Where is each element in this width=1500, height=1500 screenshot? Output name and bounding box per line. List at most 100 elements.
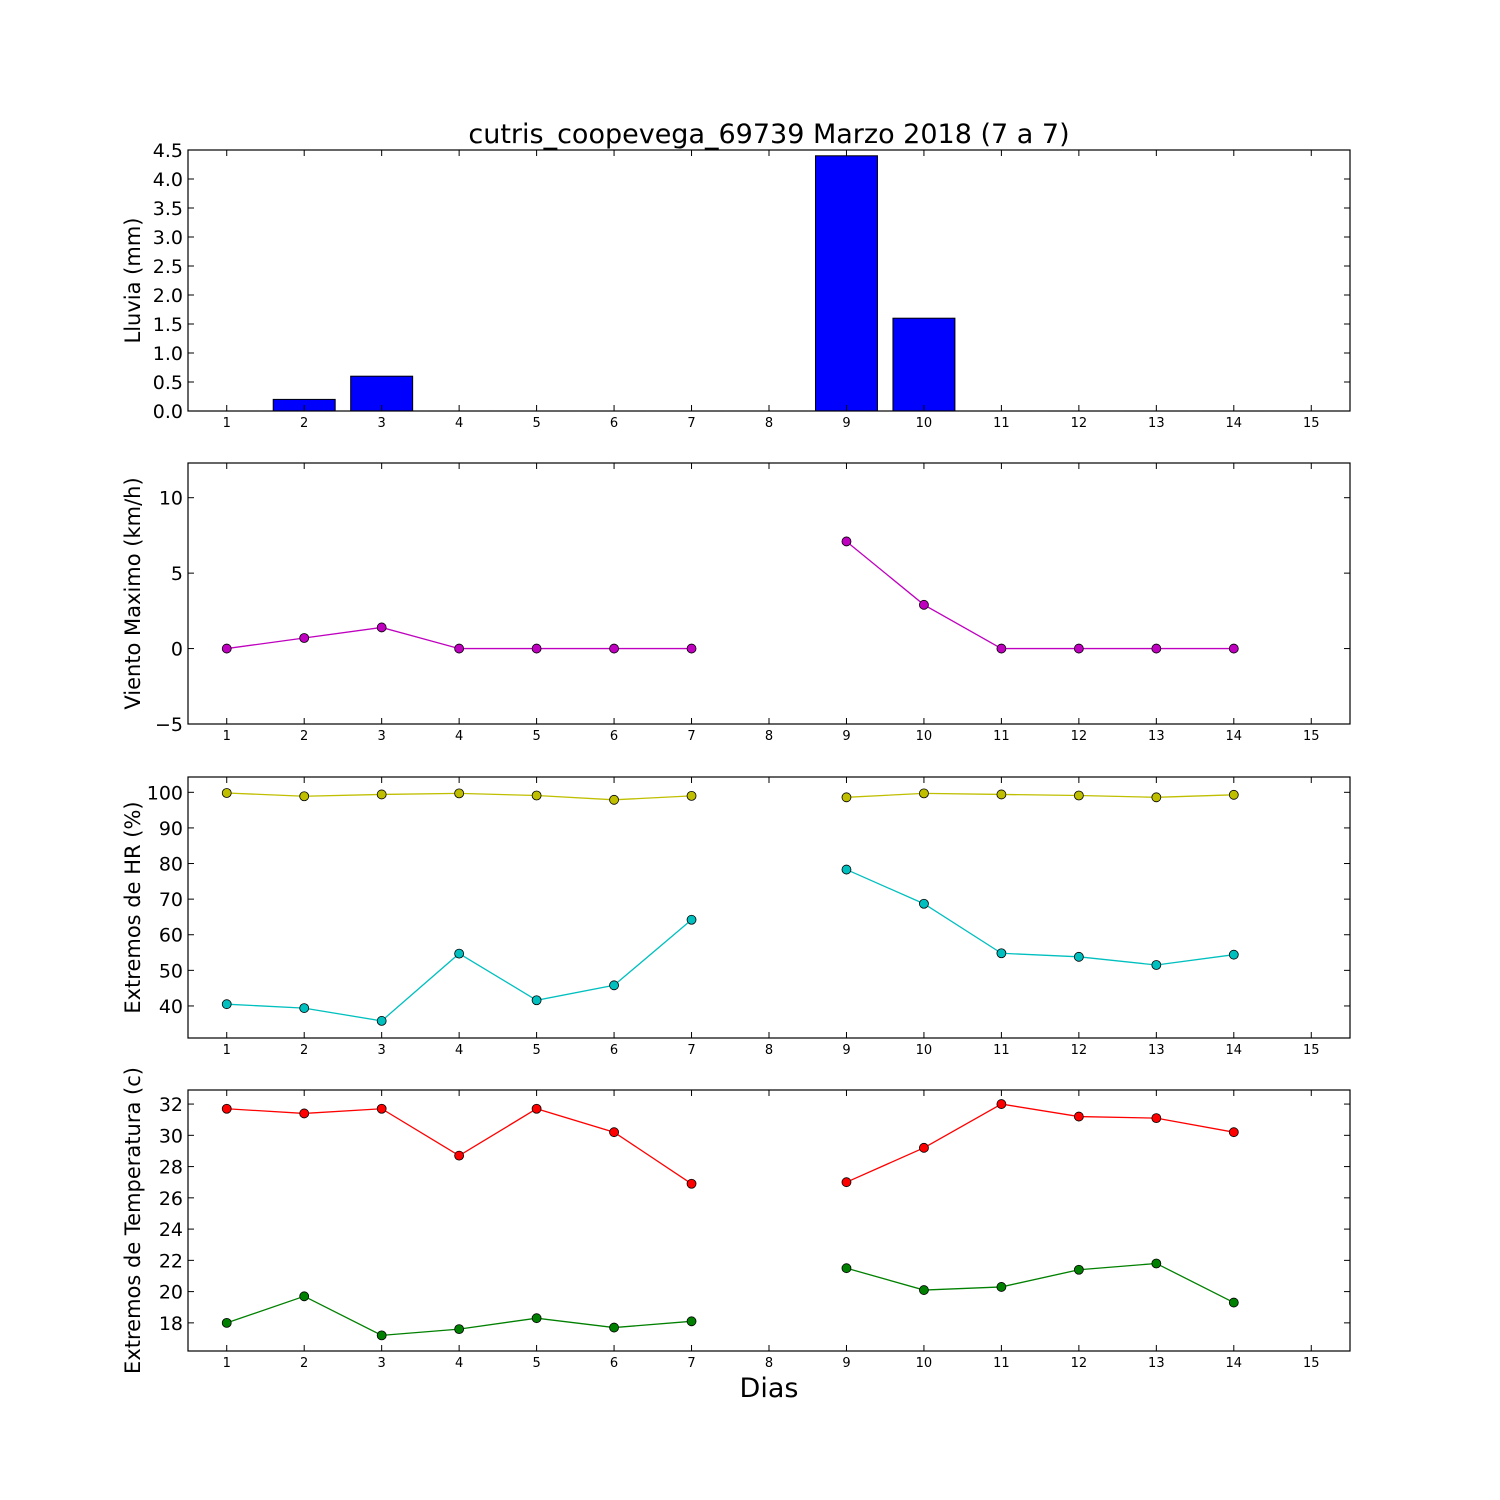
- wind-x-tick-label-4: 4: [455, 729, 463, 744]
- temperature-series-2-point-day-5: [531, 1313, 542, 1324]
- rain-y-tick-label-7: 3.5: [153, 198, 183, 220]
- temperature-y-tick-label-7: 32: [159, 1094, 183, 1116]
- panels: 1 2 3 4 5 6 7 8 9 10 11 12 13 14 150.00.51.01.52.02.53…: [121, 140, 1351, 1374]
- rain-y-tick-label-5: 2.5: [153, 256, 183, 278]
- humidity-series-2-point-day-11: [996, 948, 1007, 959]
- wind-y-tick-label-2: 5: [171, 563, 183, 585]
- panel-temperature: 1 2 3 4 5 6 7 8 9 10 11 12 13 14 151820222426283032Ext…: [121, 1067, 1351, 1374]
- temperature-series-1-point-day-1: [221, 1103, 232, 1114]
- humidity-series-2-point-day-4: [454, 948, 465, 959]
- temperature-series-2-point-day-10: [919, 1285, 929, 1295]
- wind-series-1-point-day-14: [1228, 643, 1239, 654]
- humidity-series-2-point-day-2: [299, 1003, 310, 1013]
- humidity-x-tick-label-1: 1: [223, 1043, 231, 1058]
- humidity-series-1-point-day-1: [221, 788, 232, 798]
- temperature-series-2-point-day-12: [1073, 1264, 1084, 1275]
- wind-series-1-line-2: [846, 540, 1234, 650]
- rain-x-tick-label-3: 3: [378, 416, 386, 431]
- temperature-series-2-point-day-4: [454, 1324, 465, 1335]
- humidity-series-2-point-day-3: [376, 1016, 387, 1026]
- temperature-x-tick-label-10: 10: [916, 1356, 933, 1371]
- wind-series-1-point-day-4: [454, 643, 465, 654]
- wind-x-tick-label-2: 2: [300, 729, 308, 744]
- rain-x-tick-label-15: 15: [1303, 416, 1320, 431]
- rain-y-axis-label: Lluvia (mm): [121, 218, 145, 344]
- wind-y-tick-label-0: −5: [155, 714, 183, 736]
- rain-x-tick-label-5: 5: [532, 416, 540, 431]
- rain-x-tick-label-14: 14: [1226, 416, 1243, 431]
- temperature-series-1-point-day-12: [1073, 1111, 1084, 1122]
- temperature-series-1-point-day-5: [531, 1103, 542, 1114]
- rain-bar-day-9: [814, 155, 878, 412]
- rain-x-tick-label-1: 1: [223, 416, 231, 431]
- temperature-series-2-point-day-1: [221, 1317, 232, 1328]
- humidity-x-tick-label-12: 12: [1071, 1043, 1088, 1058]
- rain-x-tick-label-12: 12: [1071, 416, 1088, 431]
- wind-series-1: [221, 536, 1239, 654]
- humidity-series-1-line-2: [846, 792, 1234, 798]
- temperature-x-tick-label-6: 6: [610, 1356, 618, 1371]
- wind-x-tick-label-8: 8: [765, 729, 773, 744]
- wind-series-1-point-day-10: [919, 599, 929, 610]
- rain-y-tick-label-4: 2.0: [153, 285, 183, 307]
- temperature-series-2-point-day-13: [1151, 1258, 1162, 1269]
- temperature-x-tick-label-2: 2: [300, 1356, 308, 1371]
- rain-y-tick-label-9: 4.5: [153, 140, 183, 162]
- temperature-x-tick-label-14: 14: [1226, 1356, 1243, 1371]
- wind-x-tick-label-9: 9: [842, 729, 850, 744]
- wind-x-tick-label-15: 15: [1303, 729, 1320, 744]
- temperature-x-tick-label-3: 3: [378, 1356, 386, 1371]
- humidity-x-tick-label-14: 14: [1226, 1043, 1243, 1058]
- temperature-y-tick-label-6: 30: [159, 1125, 183, 1147]
- temperature-x-tick-label-12: 12: [1071, 1356, 1088, 1371]
- rain-y-tick-label-6: 3.0: [153, 227, 183, 249]
- humidity-y-tick-label-4: 80: [159, 854, 183, 876]
- rain-y-tick-label-2: 1.0: [153, 343, 183, 365]
- humidity-series-1-point-day-2: [299, 791, 310, 802]
- temperature-series-2-point-day-11: [996, 1282, 1007, 1292]
- rain-x-tick-label-8: 8: [765, 416, 773, 431]
- rain-y-tick-label-3: 1.5: [153, 314, 183, 336]
- humidity-series-1-point-day-6: [609, 794, 619, 805]
- temperature-series-1-point-day-9: [841, 1177, 852, 1188]
- humidity-series-1-point-day-5: [531, 790, 542, 801]
- wind-x-tick-label-13: 13: [1148, 729, 1165, 744]
- wind-y-tick-label-1: 0: [171, 639, 183, 661]
- humidity-series-1: [221, 788, 1239, 805]
- chart-title: cutris_coopevega_69739 Marzo 2018 (7 a 7…: [468, 119, 1069, 150]
- humidity-y-tick-label-0: 40: [159, 996, 183, 1018]
- humidity-y-tick-label-2: 60: [159, 925, 183, 947]
- humidity-series-2-point-day-7: [686, 914, 697, 925]
- temperature-series-2-point-day-7: [686, 1316, 697, 1327]
- wind-x-tick-label-14: 14: [1226, 729, 1243, 744]
- wind-series-1-point-day-13: [1151, 643, 1162, 654]
- humidity-x-tick-label-2: 2: [300, 1043, 308, 1058]
- humidity-series-2-point-day-5: [531, 995, 542, 1006]
- humidity-y-tick-label-5: 90: [159, 818, 183, 840]
- temperature-series-1-point-day-3: [376, 1103, 387, 1114]
- temperature-series-1-point-day-4: [454, 1150, 465, 1161]
- humidity-x-tick-label-9: 9: [842, 1043, 850, 1058]
- rain-y-tick-label-8: 4.0: [153, 169, 183, 191]
- humidity-series-2-point-day-12: [1073, 951, 1084, 962]
- wind-series-1-point-day-9: [841, 536, 852, 547]
- rain-bar-day-10: [892, 317, 956, 412]
- temperature-x-tick-label-1: 1: [223, 1356, 231, 1371]
- temperature-y-tick-label-3: 24: [159, 1219, 183, 1241]
- wind-x-tick-label-1: 1: [223, 729, 231, 744]
- temperature-series-1-point-day-11: [996, 1099, 1007, 1109]
- temperature-series-2: [221, 1258, 1239, 1341]
- temperature-x-tick-label-13: 13: [1148, 1356, 1165, 1371]
- wind-data: [221, 536, 1239, 654]
- humidity-series-2-line-2: [846, 868, 1234, 966]
- humidity-series-1-point-day-3: [376, 789, 387, 800]
- temperature-y-tick-label-4: 26: [159, 1188, 183, 1210]
- temperature-series-1-point-day-10: [919, 1142, 929, 1153]
- humidity-x-tick-label-7: 7: [687, 1043, 695, 1058]
- wind-series-1-point-day-2: [299, 633, 310, 643]
- humidity-x-tick-label-13: 13: [1148, 1043, 1165, 1058]
- temperature-data: [221, 1099, 1239, 1341]
- wind-y-tick-label-3: 10: [159, 488, 183, 510]
- temperature-series-1-line-2: [846, 1103, 1234, 1183]
